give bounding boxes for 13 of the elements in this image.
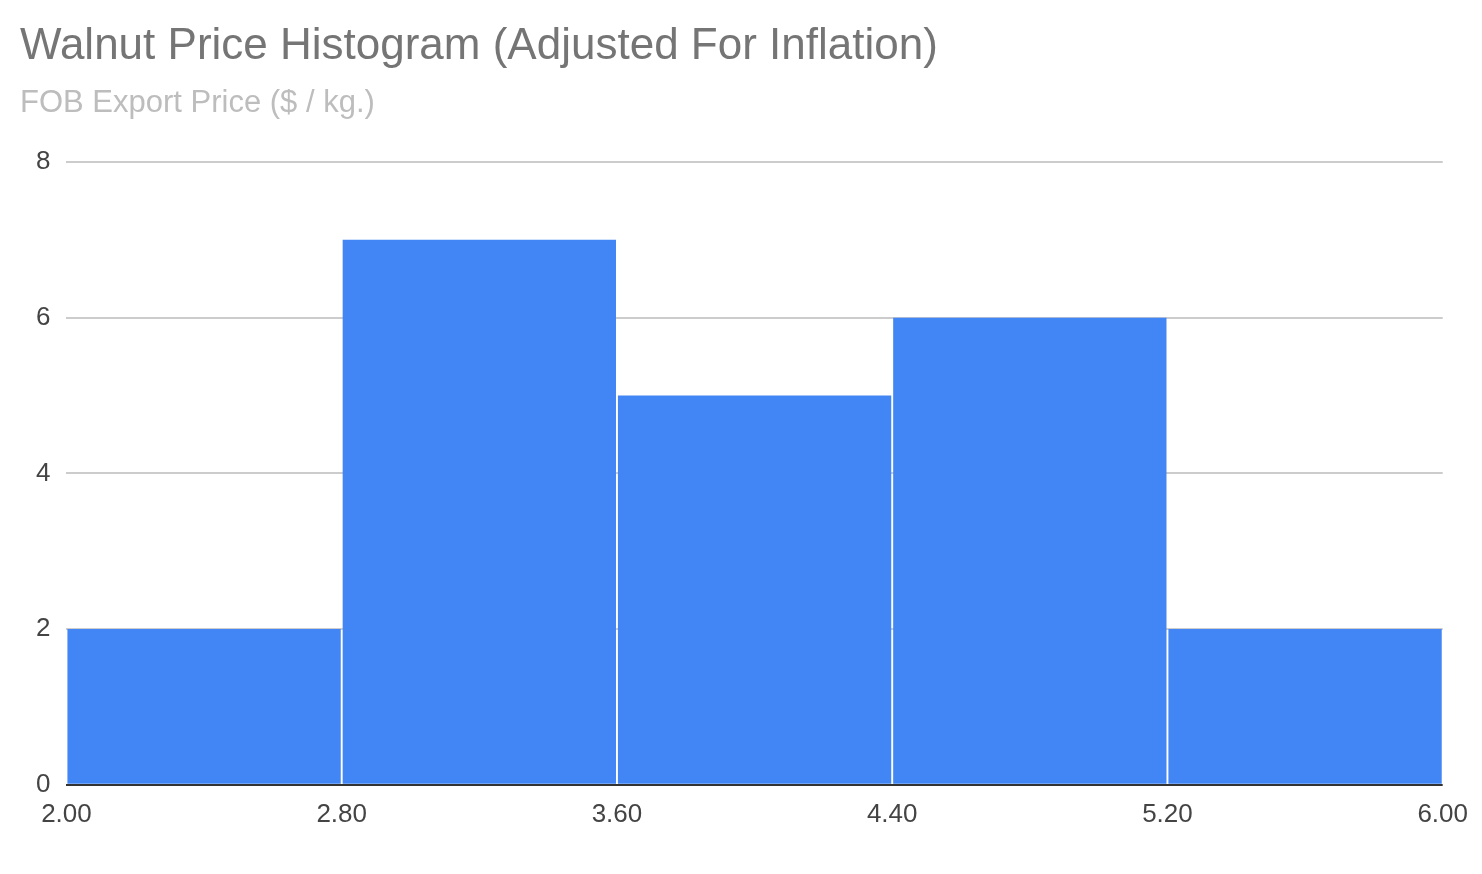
x-tick-label: 2.80 <box>316 797 368 828</box>
x-tick-label: 4.40 <box>866 797 918 828</box>
y-tick-label: 6 <box>35 300 51 331</box>
chart-title: Walnut Price Histogram (Adjusted For Inflation) <box>20 18 938 68</box>
x-tick-label: 6.00 <box>1417 797 1468 828</box>
chart-subtitle: FOB Export Price ($ / kg.) <box>20 83 375 119</box>
x-tick-label: 3.60 <box>591 797 643 828</box>
y-tick-label: 4 <box>35 456 51 487</box>
x-tick-label: 2.00 <box>41 797 92 828</box>
x-tick-label: 5.20 <box>1142 797 1193 828</box>
y-tick-label: 2 <box>35 612 51 643</box>
y-tick-label: 0 <box>35 767 51 798</box>
y-tick-label: 8 <box>35 145 51 176</box>
